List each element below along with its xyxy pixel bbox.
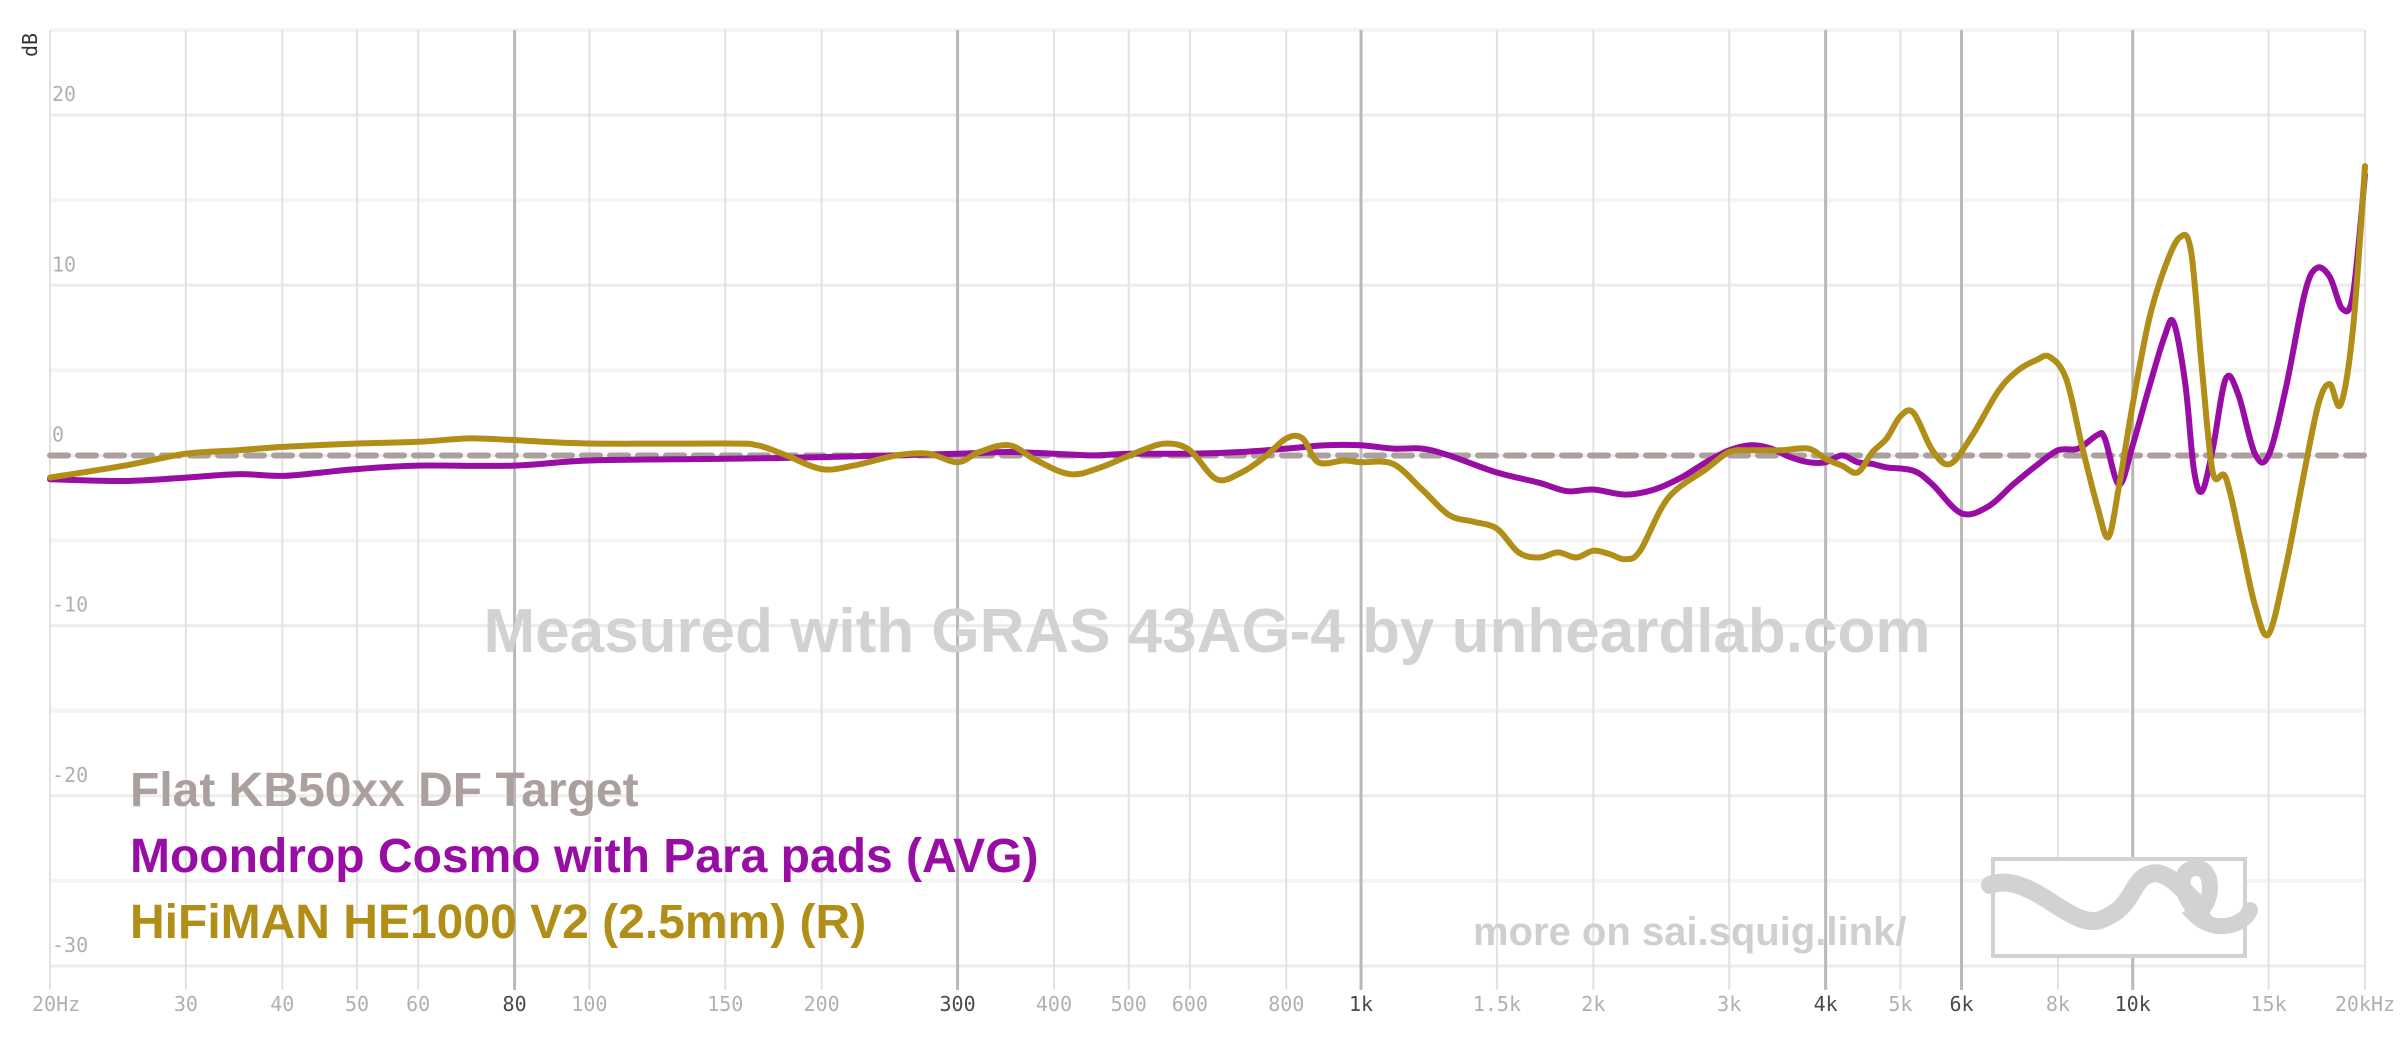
x-tick-label: 20Hz (32, 992, 80, 1016)
footer-link[interactable]: more on sai.squig.link/ (1473, 910, 1906, 954)
x-tick-label: 100 (571, 992, 607, 1016)
x-tick-label: 20kHz (2335, 992, 2395, 1016)
legend-entry-2: HiFiMAN HE1000 V2 (2.5mm) (R) (130, 896, 866, 949)
x-tick-label: 8k (2046, 992, 2070, 1016)
x-tick-label: 5k (1888, 992, 1912, 1016)
x-tick-label: 30 (174, 992, 198, 1016)
x-tick-label: 600 (1172, 992, 1208, 1016)
x-tick-label: 6k (1949, 992, 1973, 1016)
x-tick-label: 1k (1349, 992, 1373, 1016)
x-tick-label: 50 (345, 992, 369, 1016)
x-tick-label: 150 (707, 992, 743, 1016)
measurement-watermark: Measured with GRAS 43AG-4 by unheardlab.… (484, 597, 1931, 666)
legend-entry-1: Moondrop Cosmo with Para pads (AVG) (130, 830, 1038, 883)
x-tick-label: 2k (1581, 992, 1605, 1016)
x-tick-label: 300 (939, 992, 975, 1016)
curves (47, 163, 2368, 639)
logo-squiggle (1981, 864, 2209, 931)
x-tick-label: 80 (503, 992, 527, 1016)
series-line-2 (47, 163, 2368, 639)
y-tick-label: 0 (52, 422, 64, 446)
x-tick-label: 4k (1814, 992, 1838, 1016)
y-tick-label: -20 (52, 763, 88, 787)
y-tick-label: 10 (52, 252, 76, 276)
y-tick-label: -30 (52, 933, 88, 957)
grid (49, 28, 2366, 990)
x-tick-label: 40 (270, 992, 294, 1016)
legend: Flat KB50xx DF Target Moondrop Cosmo with… (130, 764, 1038, 949)
squiglink-logo (1981, 857, 2258, 958)
x-tick-label: 1.5k (1473, 992, 1521, 1016)
axis-ticks: 20Hz 30 40 50 60 80 100 150 200 300 400 500 600 800 1k… (32, 82, 2395, 1016)
x-tick-label: 15k (2251, 992, 2287, 1016)
series-line-1 (47, 171, 2368, 518)
x-tick-label: 60 (406, 992, 430, 1016)
x-tick-label: 500 (1111, 992, 1147, 1016)
y-tick-label: -10 (52, 593, 88, 617)
y-tick-label: 20 (52, 82, 76, 106)
x-tick-label: 3k (1717, 992, 1741, 1016)
logo-loop (2174, 860, 2258, 935)
legend-entry-0: Flat KB50xx DF Target (130, 764, 639, 817)
x-tick-label: 10k (2115, 992, 2151, 1016)
x-tick-label: 400 (1036, 992, 1072, 1016)
x-tick-label: 200 (804, 992, 840, 1016)
y-axis-unit-label: dB (18, 33, 42, 57)
x-tick-label: 800 (1268, 992, 1304, 1016)
